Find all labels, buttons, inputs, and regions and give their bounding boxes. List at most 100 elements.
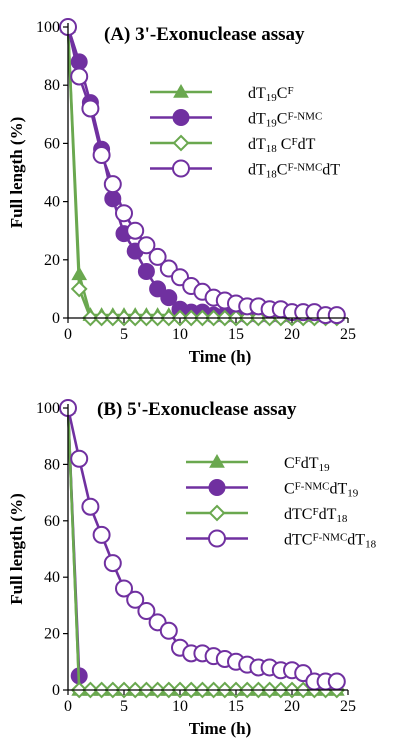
data-point (70, 67, 89, 86)
legend-label-part: dT (319, 506, 337, 523)
y-tick-label: 20 (44, 626, 60, 643)
y-tick-label: 80 (44, 456, 60, 473)
data-point (126, 221, 145, 240)
data-point (70, 280, 88, 298)
x-tick-label: 10 (172, 698, 188, 715)
legend-marker (172, 109, 190, 126)
series-3 (59, 399, 346, 691)
legend-marker (172, 159, 190, 178)
legend-label-part: 18 (365, 539, 377, 551)
legend-label-part: F (287, 85, 293, 97)
legend-label-part: 19 (266, 118, 278, 130)
y-tick-label: 100 (36, 19, 60, 36)
x-tick-label: 0 (64, 698, 72, 715)
legend-label-part: F-NMC (312, 531, 347, 543)
legend-label-part: dT (322, 162, 340, 179)
legend-label: dT18CF-NMCdT (248, 161, 340, 180)
x-axis-label: Time (h) (189, 347, 252, 366)
data-point (126, 590, 145, 609)
data-point (103, 554, 122, 573)
legend-label-part: dT (248, 162, 266, 179)
data-point (327, 672, 346, 691)
y-tick-label: 60 (44, 135, 60, 152)
x-tick-label: 10 (172, 326, 188, 343)
legend-entry: CF-NMCdT19 (186, 479, 359, 500)
chart-title: (A) 3'-Exonuclease assay (104, 24, 305, 45)
legend-label-part: F-NMC (287, 161, 322, 173)
data-point (137, 262, 155, 280)
legend-label-part: F-NMC (295, 480, 330, 492)
legend-label: CF-NMCdT19 (284, 480, 359, 499)
legend-label: dT19CF (248, 85, 294, 104)
legend-label-part: C (277, 136, 292, 153)
data-point (81, 497, 100, 516)
x-tick-label: 25 (340, 698, 356, 715)
legend-label-part: 18 (336, 513, 348, 525)
x-tick-label: 5 (120, 698, 128, 715)
legend-label-part: F (295, 455, 301, 467)
y-axis-label: Full length (%) (7, 117, 26, 228)
legend-label-part: dT (347, 532, 365, 549)
data-point (137, 236, 156, 255)
legend-label-part: F (291, 136, 297, 148)
legend-label-part: dT (330, 481, 348, 498)
legend-marker (208, 529, 226, 548)
legend-marker (172, 134, 190, 152)
legend-entry: dT18CF-NMCdT (150, 159, 340, 181)
data-point (81, 99, 100, 118)
legend-label-part: C (277, 162, 288, 179)
legend-label: dT18 CFdT (248, 136, 316, 155)
legend-label-part: 18 (266, 169, 278, 181)
y-tick-label: 40 (44, 194, 60, 211)
series-3 (59, 18, 346, 325)
y-tick-label: 0 (52, 682, 60, 699)
legend-entry: CFdT19 (186, 453, 330, 474)
legend-label-part: C (277, 85, 288, 102)
x-tick-label: 15 (228, 698, 244, 715)
legend-marker (208, 479, 226, 496)
legend-label-part: dT (248, 85, 266, 102)
legend-label-part: C (284, 455, 295, 472)
legend-entry: dT18 CFdT (150, 134, 316, 155)
chart-panel-a: (A) 3'-Exonuclease assay 0 5 10 15 20 25 0 20 40 6… (7, 18, 356, 366)
legend-entry: dT19CF-NMC (150, 109, 322, 130)
y-tick-label: 40 (44, 569, 60, 586)
chart-title: (B) 5'-Exonuclease assay (97, 399, 297, 420)
legend-label-part: dTC (284, 506, 312, 523)
x-tick-label: 0 (64, 326, 72, 343)
legend-entry: dTCFdT18 (186, 504, 348, 525)
legend-label-part: C (277, 111, 288, 128)
legend-label: dT19CF-NMC (248, 110, 322, 129)
legend-label-part: 19 (319, 462, 331, 474)
data-point (92, 146, 111, 165)
x-tick-label: 20 (284, 698, 300, 715)
legend-entry: dT19CF (150, 83, 294, 104)
legend-label-part: 19 (347, 488, 359, 500)
legend-label-part: dT (248, 136, 266, 153)
legend-label-part: dT (301, 455, 319, 472)
legend-entry: dTCF-NMCdT18 (186, 529, 377, 551)
legend-marker (173, 83, 189, 98)
x-tick-label: 20 (284, 326, 300, 343)
data-point (159, 621, 178, 640)
legend-label: dTCF-NMCdT18 (284, 531, 377, 550)
x-tick-label: 25 (340, 326, 356, 343)
y-tick-label: 80 (44, 77, 60, 94)
legend-label-part: 18 (266, 143, 278, 155)
legend-marker (208, 504, 226, 522)
legend-label-part: dT (298, 136, 316, 153)
y-tick-label: 60 (44, 513, 60, 530)
legend-label: CFdT19 (284, 455, 330, 474)
data-point (115, 579, 133, 598)
legend-label-part: C (284, 481, 295, 498)
x-axis-label: Time (h) (189, 719, 252, 738)
data-point (149, 280, 167, 298)
chart-panel-b: (B) 5'-Exonuclease assay 0 5 10 15 20 25 0 20 40 6… (7, 399, 377, 738)
legend-label-part: F (312, 506, 318, 518)
legend-label-part: dT (248, 111, 266, 128)
legend-marker (209, 453, 225, 468)
y-axis-label: Full length (%) (7, 493, 26, 604)
